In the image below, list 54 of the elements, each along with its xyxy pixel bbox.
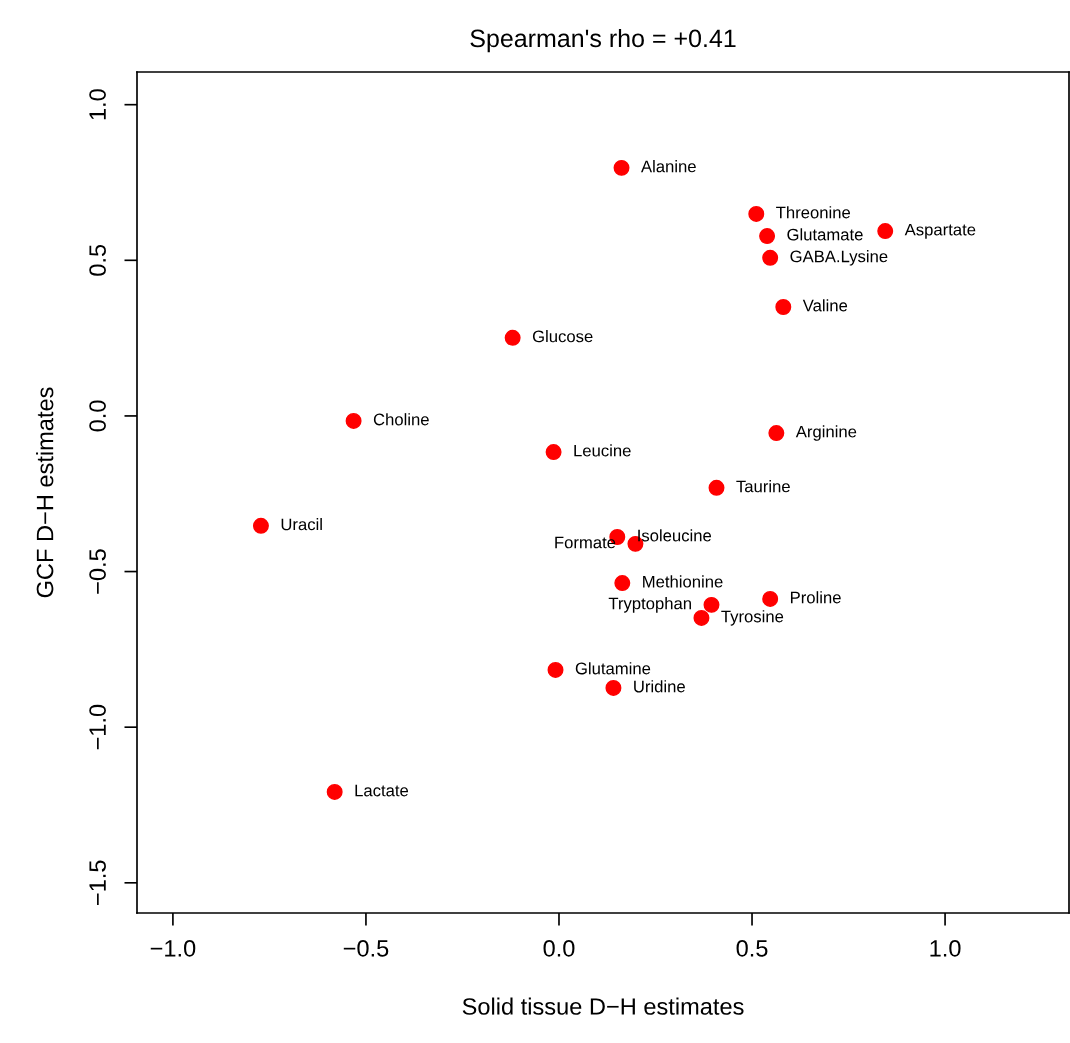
- point: [547, 661, 564, 678]
- x-tick-label: −0.5: [343, 940, 389, 957]
- point: [877, 223, 894, 240]
- annotation: Arginine: [795, 425, 857, 441]
- annotation: Valine: [802, 299, 848, 312]
- point: [504, 329, 521, 346]
- annotation: Aspartate: [904, 223, 976, 239]
- point: [605, 679, 622, 696]
- annotation: GABA.Lysine: [790, 250, 888, 266]
- annotation: Uracil: [281, 518, 322, 531]
- annotation: Glutamate: [787, 228, 863, 241]
- point: [545, 444, 562, 461]
- y-tick-label: −0.5: [89, 549, 106, 594]
- point: [762, 590, 779, 607]
- point: [703, 596, 720, 613]
- point: [345, 412, 362, 429]
- point: [326, 783, 343, 800]
- y-tick-label: −1.0: [89, 704, 106, 750]
- point: [759, 228, 776, 245]
- x-tick-label: 0.5: [736, 940, 768, 957]
- y-tick-label: 0.0: [89, 400, 106, 432]
- annotation: Taurine: [736, 480, 790, 493]
- point: [693, 609, 710, 626]
- y-tick-label: 0.5: [89, 244, 106, 276]
- annotation: Tyrosine: [721, 610, 784, 626]
- annotation: Proline: [790, 591, 841, 604]
- chart-title: Spearman's rho = +0.41: [470, 28, 736, 53]
- annotation: Threonine: [776, 206, 851, 219]
- point: [762, 249, 779, 266]
- y-axis-title: GCF D−H estimates: [36, 387, 54, 598]
- annotation: Tryptophan: [608, 597, 691, 613]
- x-tick-label: −1.0: [150, 940, 196, 957]
- point: [614, 575, 631, 592]
- point: [613, 159, 630, 176]
- point: [768, 425, 785, 442]
- point: [748, 205, 765, 222]
- x-tick-label: 0.0: [543, 940, 575, 957]
- point: [252, 517, 269, 534]
- annotation: Leucine: [574, 444, 631, 457]
- x-axis-title: Solid tissue D−H estimates: [462, 997, 744, 1015]
- annotation: Glutamine: [575, 662, 651, 675]
- y-tick-label: −1.5: [89, 860, 106, 905]
- x-tick-label: 1.0: [930, 940, 961, 957]
- annotation: Glucose: [532, 330, 593, 343]
- annotation: Choline: [373, 413, 429, 426]
- annotation: Alanine: [641, 160, 696, 173]
- annotation: Isoleucine: [638, 529, 712, 542]
- annotation: Methionine: [643, 575, 723, 588]
- point: [708, 479, 725, 496]
- annotation: Formate: [555, 536, 616, 549]
- annotation: Lactate: [355, 784, 409, 797]
- annotation: Uridine: [634, 680, 685, 693]
- point: [775, 299, 792, 315]
- y-tick-label: 1.0: [89, 89, 106, 120]
